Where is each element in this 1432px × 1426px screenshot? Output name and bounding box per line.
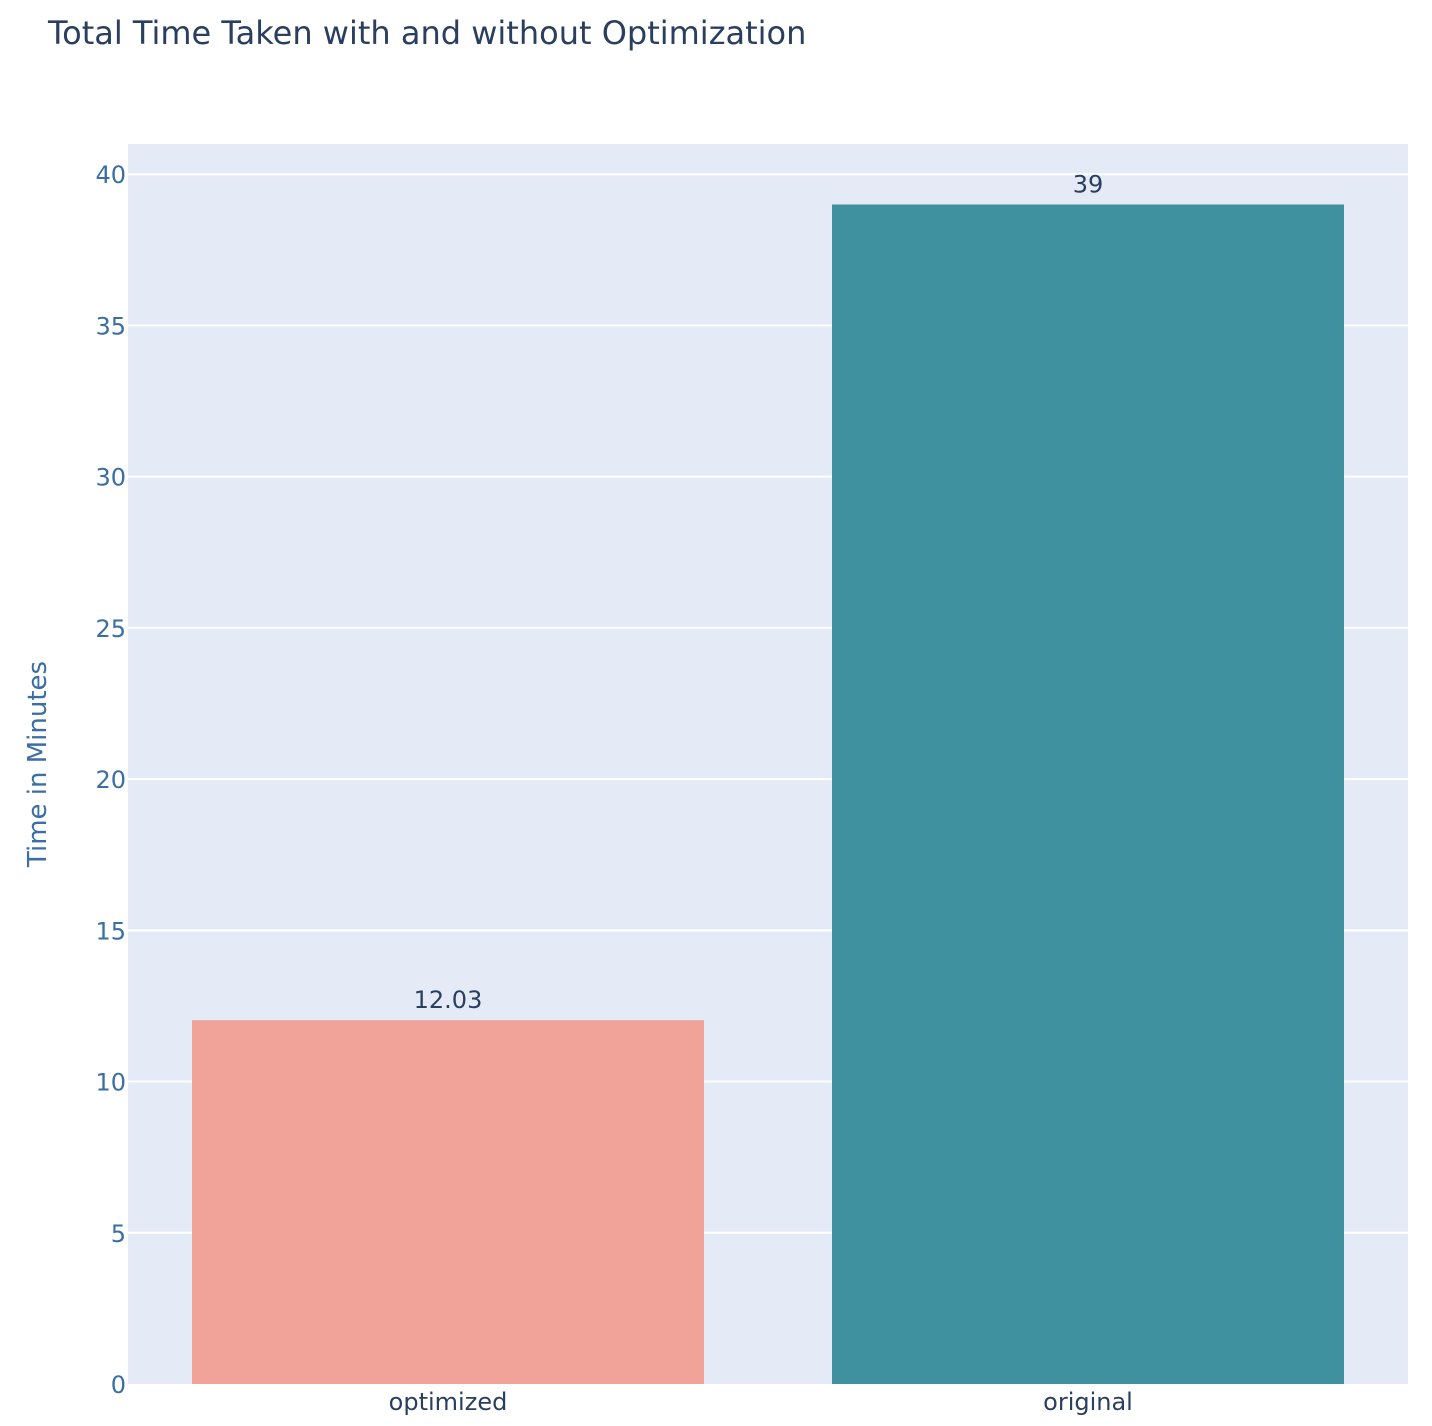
data-label-optimized: 12.03 (414, 986, 483, 1014)
x-tick-label-original: original (1043, 1388, 1133, 1416)
y-axis-label: Time in Minutes (23, 661, 53, 868)
chart-title: Total Time Taken with and without Optimi… (47, 14, 806, 52)
y-tick-label: 5 (111, 1220, 126, 1248)
bar-original (832, 204, 1344, 1385)
x-tick-label-optimized: optimized (389, 1388, 508, 1416)
y-tick-label: 30 (95, 464, 126, 492)
y-tick-label: 0 (111, 1371, 126, 1399)
plot-area: 0 5 10 15 20 25 30 35 40 12.03 optimized 39 original (95, 144, 1408, 1416)
y-tick-label: 25 (95, 615, 126, 643)
data-label-original: 39 (1073, 170, 1104, 198)
y-tick-label: 15 (95, 917, 126, 945)
y-tick-label: 10 (95, 1069, 126, 1097)
y-tick-label: 40 (95, 161, 126, 189)
y-tick-label: 35 (95, 312, 126, 340)
y-tick-label: 20 (95, 766, 126, 794)
bar-optimized (192, 1020, 704, 1384)
